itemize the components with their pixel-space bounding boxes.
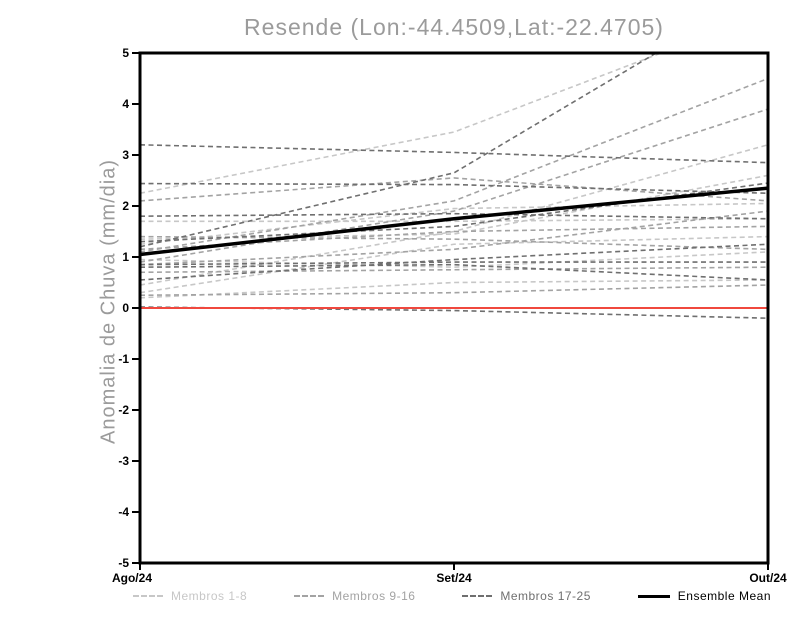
dashed-line-swatch: [294, 595, 325, 597]
y-axis-label: Anomalia de Chuva (mm/dia): [97, 159, 120, 444]
dashed-line-swatch: [133, 595, 163, 597]
y-tick-label: 1: [122, 250, 129, 264]
y-tick-label: -1: [118, 352, 129, 366]
ensemble-member-line: [140, 251, 768, 269]
y-tick-label: -5: [118, 556, 129, 570]
y-tick-label: 4: [122, 97, 129, 111]
ensemble-mean-line: [139, 186, 769, 257]
x-tick-label: Ago/24: [112, 571, 152, 585]
legend-item-membros-17-25: Membros 17-25: [462, 589, 591, 603]
ensemble-member-line: [140, 212, 768, 220]
y-tick-label: 5: [122, 46, 129, 60]
chart-title: Resende (Lon:-44.4509,Lat:-22.4705): [244, 14, 664, 40]
y-tick-label: 2: [122, 199, 129, 213]
solid-line-swatch: [637, 594, 670, 598]
legend-label: Ensemble Mean: [677, 589, 771, 603]
ensemble-member-line: [140, 174, 768, 240]
ensemble-member-line: [140, 53, 664, 195]
ensemble-member-line: [140, 177, 768, 202]
legend-label: Membros 1-8: [171, 589, 248, 603]
y-tick-label: -4: [118, 505, 129, 519]
ensemble-member-line: [140, 217, 768, 223]
ensemble-member-line: [140, 279, 768, 299]
legend-item-ensemble-mean: Ensemble Mean: [637, 589, 771, 603]
y-tick-label: -2: [118, 403, 129, 417]
x-tick-label: Out/24: [749, 571, 787, 585]
ensemble-member-line: [140, 77, 768, 253]
x-tick-label: Set/24: [436, 571, 472, 585]
ensemble-member-line: [140, 243, 768, 281]
ensemble-member-line: [140, 263, 768, 281]
ensemble-member-line: [140, 108, 768, 263]
ensemble-member-line: [140, 235, 768, 294]
dashed-line-swatch: [462, 595, 493, 597]
ensemble-member-line: [140, 284, 768, 297]
ensemble-member-line: [140, 261, 768, 266]
ensemble-member-line: [140, 202, 768, 246]
ensemble-member-line: [140, 266, 768, 274]
legend-item-membros-9-16: Membros 9-16: [294, 589, 415, 603]
ensemble-member-line: [140, 210, 768, 266]
ensemble-member-line: [140, 182, 768, 243]
y-tick-label: -3: [118, 454, 129, 468]
ensemble-member-line: [140, 144, 768, 164]
y-tick-label: 3: [122, 148, 129, 162]
legend-item-membros-1-8: Membros 1-8: [133, 589, 247, 603]
ensemble-member-line: [140, 235, 768, 251]
legend-label: Membros 17-25: [500, 589, 591, 603]
chart-legend: Membros 1-8 Membros 9-16 Membros 17-25 E…: [133, 589, 771, 603]
ensemble-member-line: [140, 182, 768, 195]
y-tick-label: 0: [122, 301, 129, 315]
legend-label: Membros 9-16: [332, 589, 416, 603]
